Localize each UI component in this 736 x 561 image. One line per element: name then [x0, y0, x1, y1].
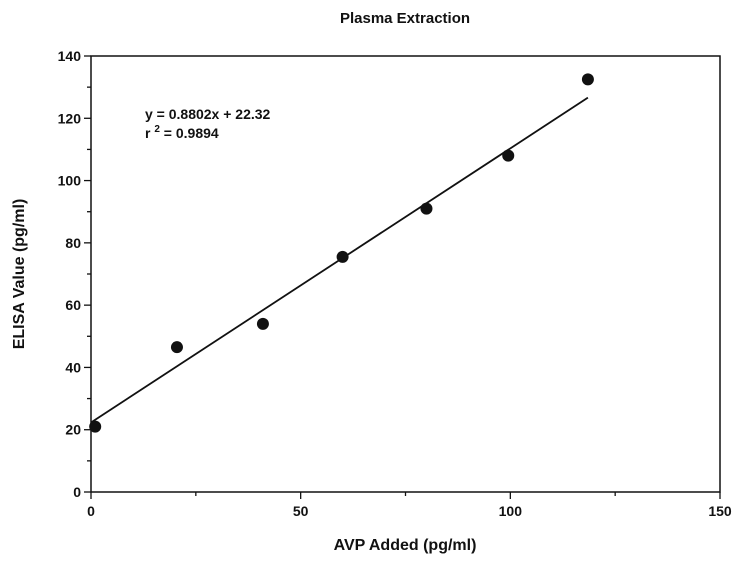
y-tick-label: 140: [58, 48, 82, 64]
x-tick-label: 100: [499, 503, 523, 519]
x-tick-label: 0: [87, 503, 95, 519]
equation-annotation: y = 0.8802x + 22.32: [145, 106, 271, 122]
r-squared-superscript: 2: [154, 124, 160, 135]
x-tick-label: 50: [293, 503, 309, 519]
y-tick-label: 120: [58, 110, 82, 126]
data-point: [581, 73, 594, 86]
data-point: [502, 149, 515, 162]
data-point: [170, 341, 183, 354]
y-axis-ticks: 0 20 40 60 80 100 120 140: [58, 48, 91, 500]
data-points: [89, 73, 594, 433]
r-squared-annotation: r 2 = 0.9894: [145, 119, 219, 141]
data-point: [420, 202, 433, 215]
r-squared-prefix: r: [145, 125, 151, 141]
y-tick-label: 20: [65, 422, 81, 438]
data-point: [89, 420, 102, 433]
r-squared-value: = 0.9894: [164, 125, 219, 141]
y-axis-label: ELISA Value (pg/ml): [11, 199, 28, 350]
chart-title: Plasma Extraction: [340, 10, 470, 27]
y-tick-label: 40: [65, 359, 81, 375]
y-tick-label: 80: [65, 235, 81, 251]
data-point: [336, 250, 349, 263]
x-axis-label: AVP Added (pg/ml): [334, 537, 477, 554]
y-tick-label: 0: [73, 484, 81, 500]
y-tick-label: 100: [58, 173, 82, 189]
y-tick-label: 60: [65, 297, 81, 313]
x-tick-label: 150: [708, 503, 732, 519]
data-point: [256, 317, 269, 330]
x-axis-ticks: 0 50 100 150: [87, 492, 732, 519]
